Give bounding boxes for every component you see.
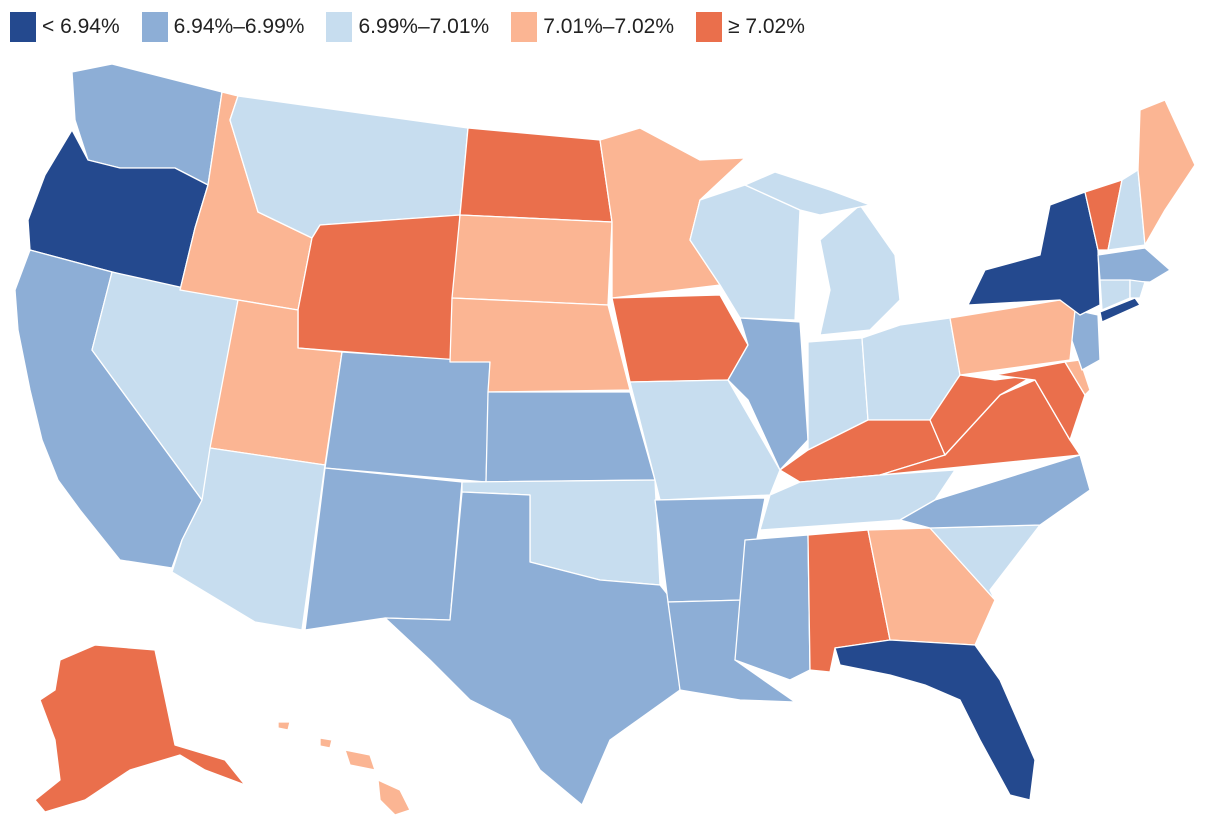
state-wyoming[interactable] [297, 214, 461, 361]
legend-swatch [511, 12, 538, 42]
state-michigan[interactable] [819, 204, 901, 336]
legend-item-below-6-94: < 6.94% [10, 12, 120, 42]
state-south-dakota[interactable] [451, 214, 613, 306]
state-rhode-island[interactable] [1129, 279, 1146, 299]
legend-label: 7.01%–7.02% [543, 15, 674, 38]
state-massachusetts[interactable] [1097, 247, 1171, 283]
state-new-york[interactable] [967, 191, 1101, 316]
legend-swatch [696, 12, 722, 42]
state-colorado[interactable] [324, 351, 491, 483]
state-georgia[interactable] [867, 527, 996, 646]
state-illinois[interactable] [727, 317, 809, 471]
state-new-mexico[interactable] [304, 467, 463, 631]
state-north-dakota[interactable] [459, 127, 613, 223]
state-hawaii[interactable] [277, 721, 411, 816]
state-kansas[interactable] [485, 391, 656, 483]
legend-swatch [141, 12, 168, 42]
legend: < 6.94% 6.94%–6.99% 6.99%–7.01% 7.01%–7.… [10, 12, 827, 42]
legend-swatch [326, 12, 353, 42]
legend-item-6-94-to-6-99: 6.94%–6.99% [141, 12, 305, 42]
state-pennsylvania[interactable] [949, 299, 1076, 376]
legend-label: 6.99%–7.01% [358, 15, 490, 38]
legend-item-6-99-to-7-01: 6.99%–7.01% [326, 12, 489, 42]
state-michigan-upper[interactable] [744, 171, 871, 216]
state-florida[interactable] [834, 639, 1036, 801]
state-north-carolina[interactable] [899, 454, 1091, 529]
legend-label: ≥ 7.02% [728, 15, 805, 38]
state-maine[interactable] [1137, 99, 1196, 246]
state-iowa[interactable] [611, 294, 749, 383]
legend-label: 6.94%–6.99% [173, 15, 305, 38]
legend-label: < 6.94% [42, 15, 120, 38]
state-tennessee[interactable] [759, 469, 956, 531]
state-texas[interactable] [384, 491, 681, 806]
state-arizona[interactable] [171, 447, 326, 631]
state-maryland[interactable] [994, 361, 1086, 441]
legend-item-7-01-to-7-02: 7.01%–7.02% [511, 12, 674, 42]
legend-item-above-7-02: ≥ 7.02% [696, 12, 805, 42]
state-delaware[interactable] [1064, 359, 1091, 396]
state-mississippi[interactable] [734, 534, 811, 681]
state-new-york-long-island[interactable] [1099, 297, 1141, 323]
state-alaska[interactable] [34, 644, 246, 813]
legend-swatch [10, 12, 36, 42]
